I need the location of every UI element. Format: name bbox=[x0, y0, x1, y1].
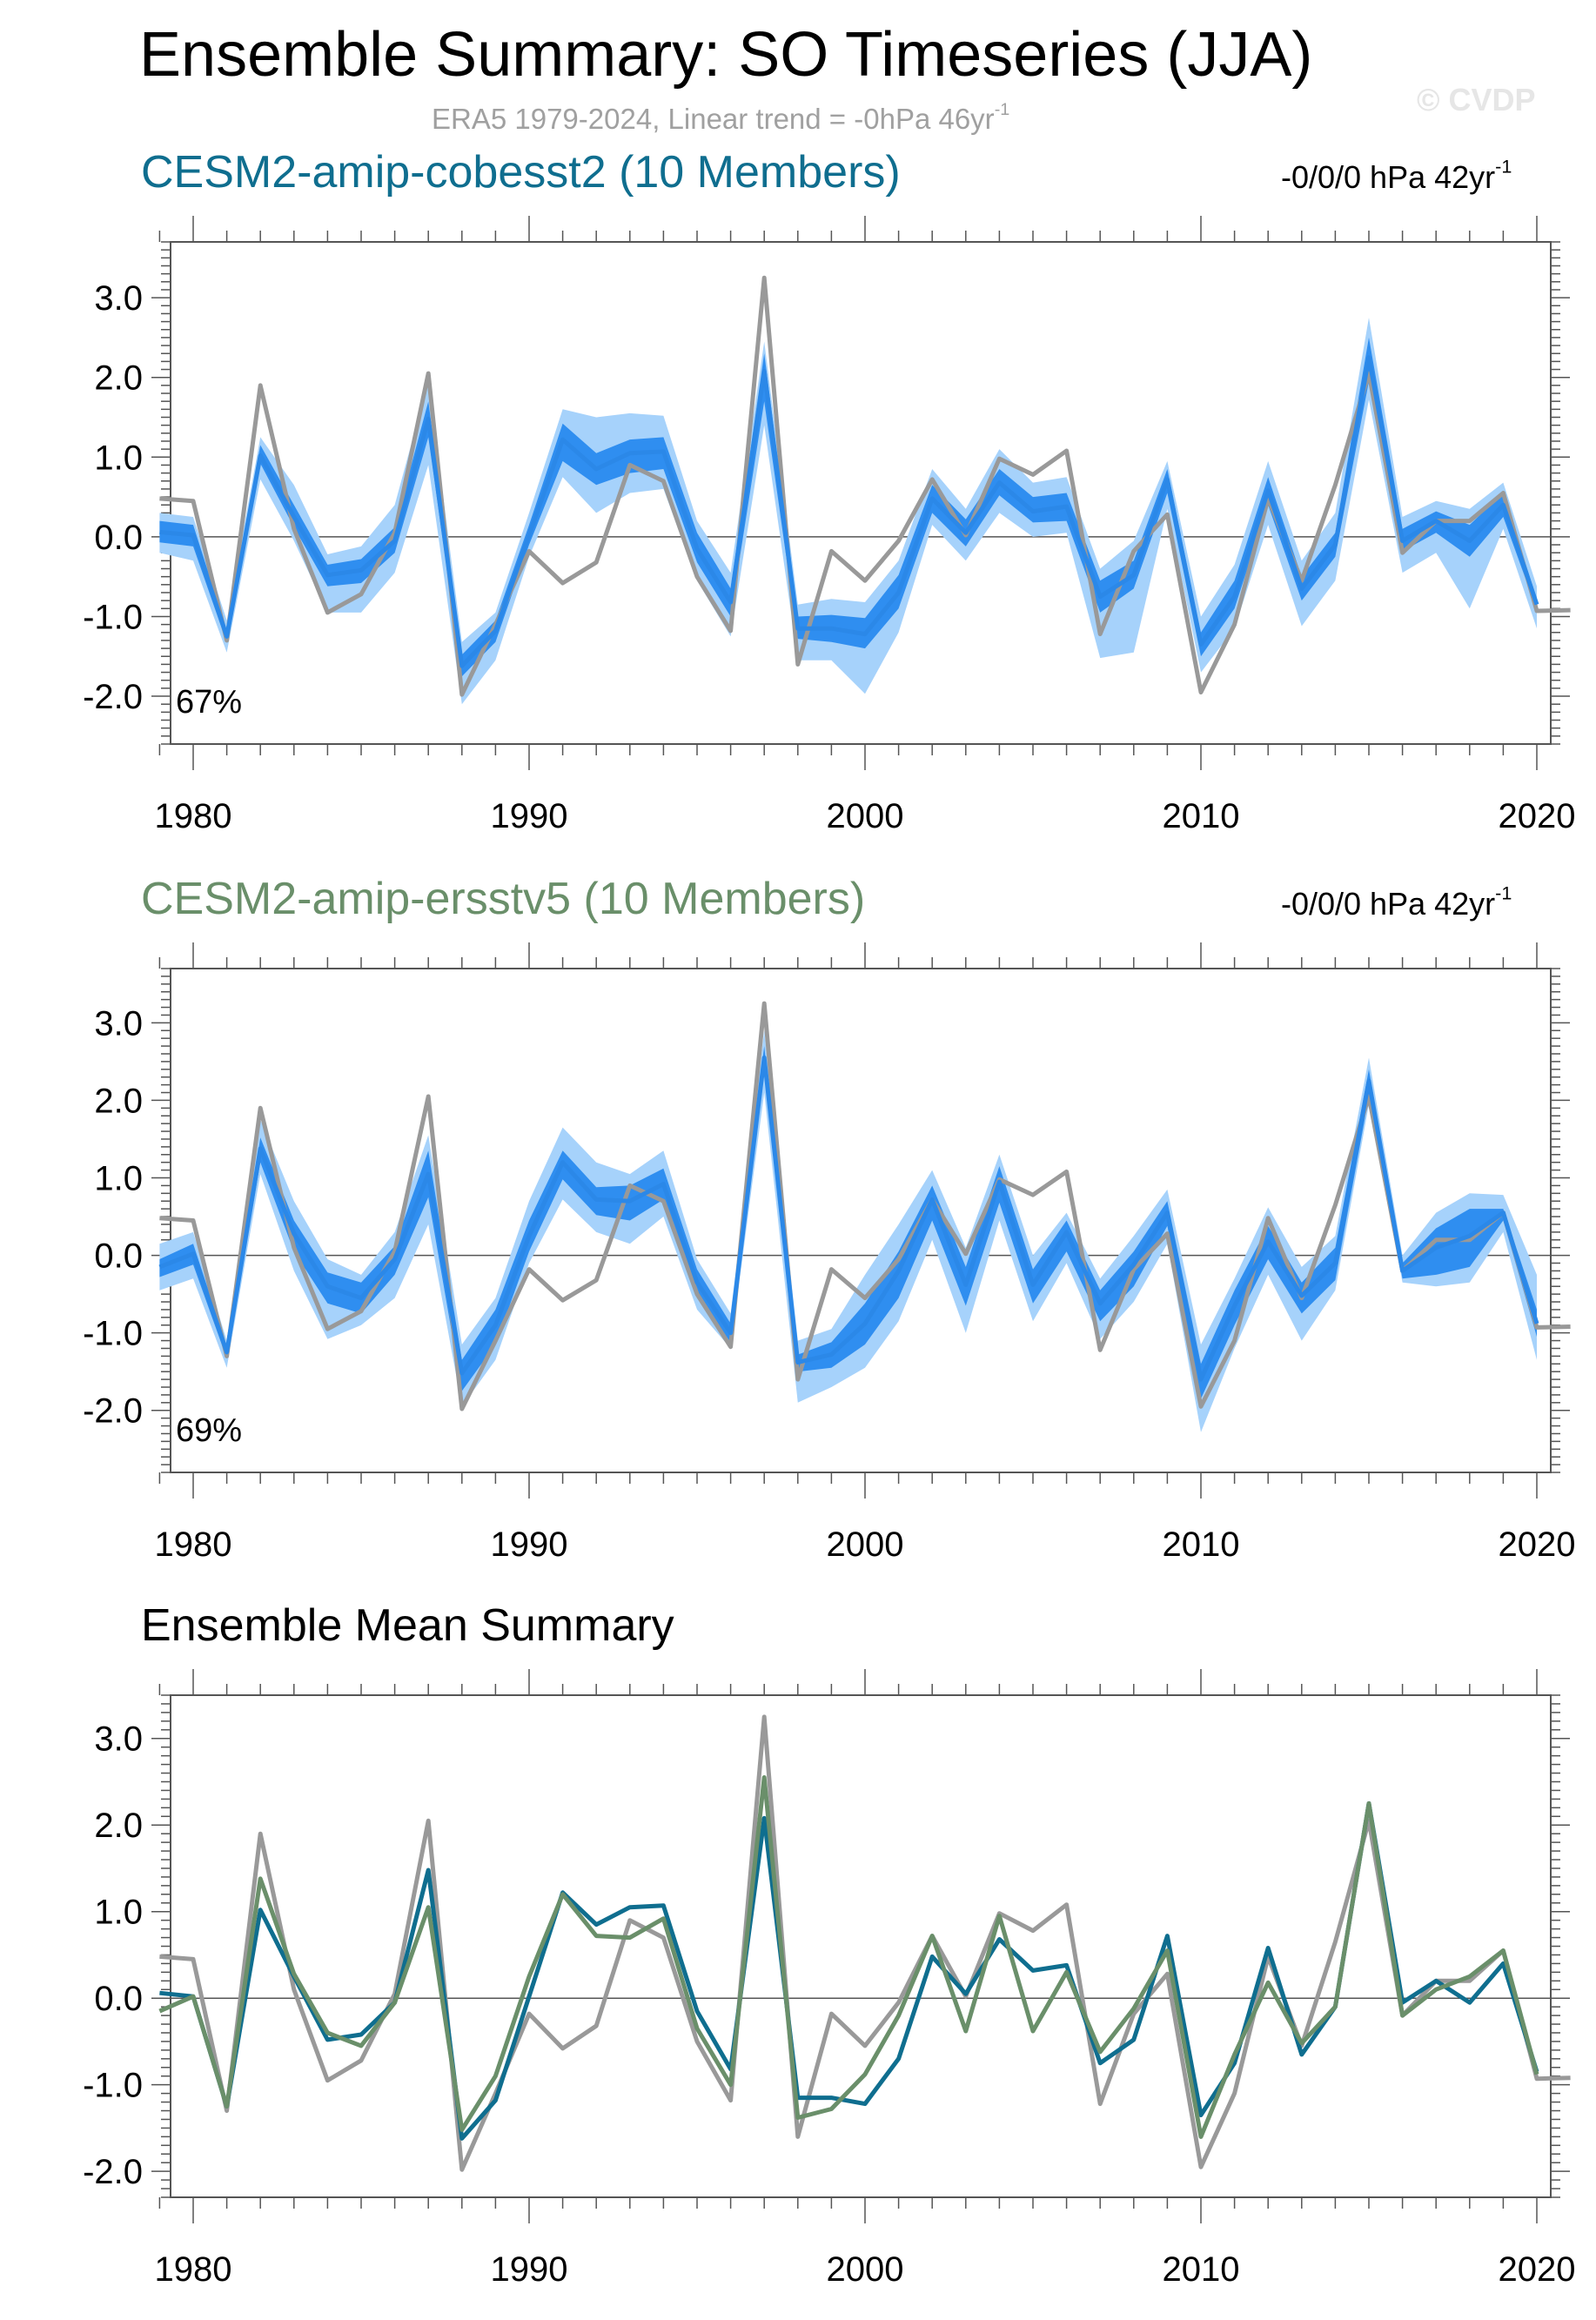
panel1-ytick-label: 3.0 bbox=[94, 279, 143, 318]
panel1-xtick-label: 2020 bbox=[1499, 797, 1576, 835]
panel3-xtick-label: 2020 bbox=[1499, 2250, 1576, 2289]
panel1-percent-label: 67% bbox=[176, 684, 242, 721]
panel3-xtick-label: 2000 bbox=[827, 2250, 904, 2289]
panel1-trend-exponent: -1 bbox=[1495, 155, 1512, 178]
panel2-ytick-label: 2.0 bbox=[94, 1082, 143, 1120]
subtitle: ERA5 1979-2024, Linear trend = -0hPa 46y… bbox=[432, 100, 1010, 136]
panel2-ytick-label: 3.0 bbox=[94, 1004, 143, 1043]
panel1-xtick-label: 2010 bbox=[1163, 797, 1240, 835]
panel2-ytick-label: -1.0 bbox=[83, 1315, 143, 1353]
panel3-ytick-label: 3.0 bbox=[94, 1720, 143, 1759]
watermark: © CVDP bbox=[1417, 82, 1536, 117]
panel3-ytick-label: -1.0 bbox=[83, 2067, 143, 2105]
panel3-cobesst2-line bbox=[159, 1800, 1539, 2141]
panel3-xtick-label: 1980 bbox=[155, 2250, 232, 2289]
panel1-frame bbox=[170, 241, 1552, 745]
panel2-trend-text: -0/0/0 hPa 42yr bbox=[1281, 886, 1496, 922]
panel2-inner-range-band bbox=[159, 1046, 1537, 1399]
panel1-xtick-label: 1990 bbox=[491, 797, 568, 835]
panel2-ensemble-mean-line bbox=[158, 1055, 1539, 1382]
panel1-ytick-label: -1.0 bbox=[83, 598, 143, 636]
subtitle-text: ERA5 1979-2024, Linear trend = -0hPa 46y… bbox=[432, 103, 995, 135]
panel1-outer-range-band bbox=[159, 318, 1537, 705]
panel2-title: CESM2-amip-ersstv5 (10 Members) bbox=[141, 874, 866, 924]
panel2-trend: -0/0/0 hPa 42yr-1 bbox=[1281, 883, 1512, 922]
panel2-obs-line bbox=[159, 1001, 1571, 1411]
page-title: Ensemble Summary: SO Timeseries (JJA) bbox=[139, 20, 1313, 90]
panel3-ersstv5-line bbox=[158, 1775, 1539, 2139]
panel1-ensemble-mean-line bbox=[159, 355, 1539, 668]
panel1-ytick-label: 1.0 bbox=[94, 439, 143, 477]
panel3-ytick-label: 2.0 bbox=[94, 1807, 143, 1845]
panel2-ytick-label: 0.0 bbox=[94, 1237, 143, 1276]
panel3-title: Ensemble Mean Summary bbox=[141, 1600, 674, 1651]
panel2-xtick-label: 1990 bbox=[491, 1525, 568, 1564]
panel1-ytick-label: 2.0 bbox=[94, 359, 143, 398]
panel2-xtick-label: 2000 bbox=[827, 1525, 904, 1564]
panel3-ytick-label: -2.0 bbox=[83, 2153, 143, 2191]
panel2-xtick-label: 1980 bbox=[155, 1525, 232, 1564]
panel2-xtick-label: 2020 bbox=[1499, 1525, 1576, 1564]
panel1-trend-text: -0/0/0 hPa 42yr bbox=[1281, 159, 1496, 195]
panel1-xtick-label: 1980 bbox=[155, 797, 232, 835]
panel1-trend: -0/0/0 hPa 42yr-1 bbox=[1281, 155, 1512, 196]
panel1-ytick-label: -2.0 bbox=[83, 678, 143, 716]
panel3-xtick-label: 1990 bbox=[491, 2250, 568, 2289]
panel2-ytick-label: -2.0 bbox=[83, 1392, 143, 1431]
panel2-trend-exponent: -1 bbox=[1495, 882, 1512, 904]
panel2-percent-label: 69% bbox=[176, 1412, 242, 1449]
subtitle-exponent: -1 bbox=[994, 100, 1010, 120]
panel3-xtick-label: 2010 bbox=[1163, 2250, 1240, 2289]
panel3-ytick-label: 0.0 bbox=[94, 1980, 143, 2018]
panel1-title: CESM2-amip-cobesst2 (10 Members) bbox=[141, 147, 901, 198]
panel3-ytick-label: 1.0 bbox=[94, 1894, 143, 1932]
panel1-inner-range-band bbox=[159, 337, 1537, 677]
panel2-outer-range-band bbox=[159, 1030, 1537, 1432]
panel3-plot: 3.0 2.0 1.0 0.0 -1.0 -2.0 1980 1990 2000 2010 2020 bbox=[83, 1669, 1575, 2289]
panel1-xtick-label: 2000 bbox=[827, 797, 904, 835]
panel2-xtick-label: 2010 bbox=[1163, 1525, 1240, 1564]
panel2-ytick-label: 1.0 bbox=[94, 1160, 143, 1198]
panel2-plot: 3.0 2.0 1.0 0.0 -1.0 -2.0 1980 1990 2000 2010 2020… bbox=[83, 942, 1575, 1564]
panel1-plot: 3.0 2.0 1.0 0.0 -1.0 -2.0 1980 1990 2000 2010 2020… bbox=[83, 216, 1575, 835]
panel1-ytick-label: 0.0 bbox=[94, 519, 143, 557]
